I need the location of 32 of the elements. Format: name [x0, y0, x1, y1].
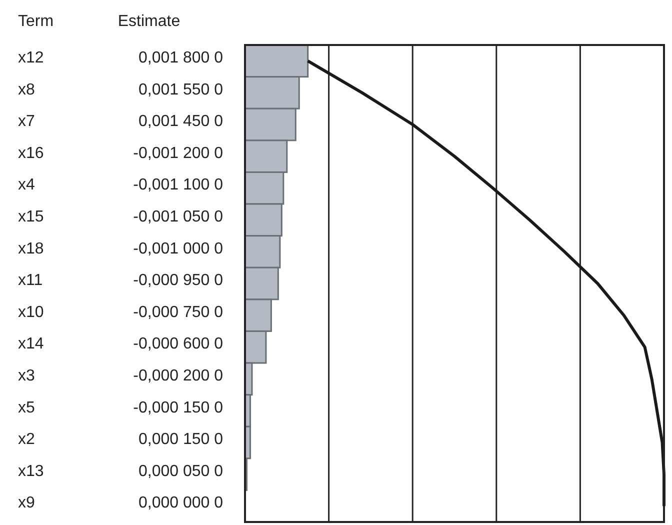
y-tick-label: x5: [18, 399, 35, 416]
y-tick-label: x4: [18, 176, 35, 194]
data-label: 0,001 450 0: [138, 113, 224, 130]
data-label: -0,001 200 0: [133, 144, 224, 162]
y-tick-label: x14: [18, 336, 44, 353]
y-tick-label: x16: [18, 144, 44, 162]
data-label: 0,000 150 0: [138, 431, 224, 448]
y-tick-label: x2: [18, 431, 35, 448]
y-tick-label: x11: [18, 272, 43, 290]
y-tick-label: x3: [18, 368, 35, 384]
data-label: -0,001 050 0: [133, 208, 224, 226]
data-label: 0,000 000 0: [138, 494, 224, 512]
data-label: -0,000 200 0: [133, 368, 224, 384]
y-tick-label: x18: [18, 240, 44, 258]
data-label: -0,000 150 0: [133, 399, 224, 416]
data-label: -0,000 600 0: [133, 336, 224, 353]
data-label: -0,001 100 0: [133, 176, 224, 194]
y-tick-label: x10: [18, 304, 44, 321]
y-tick-label: x8: [18, 81, 35, 98]
data-label: 0,001 550 0: [138, 81, 224, 98]
data-label: 0,000 050 0: [138, 462, 224, 480]
data-label: -0,001 000 0: [133, 240, 224, 258]
y-tick-label: x12: [18, 50, 44, 66]
y-axis-title: Term: [18, 13, 54, 30]
data-label: 0,001 800 0: [138, 50, 224, 66]
text: Estimate: [118, 13, 180, 30]
y-tick-label: x7: [18, 113, 35, 130]
data-label: -0,000 750 0: [133, 304, 224, 321]
y-tick-label: x13: [18, 462, 44, 480]
y-tick-label: x9: [18, 494, 35, 512]
y-tick-label: x15: [18, 208, 44, 226]
data-label: -0,000 950 0: [133, 272, 224, 290]
